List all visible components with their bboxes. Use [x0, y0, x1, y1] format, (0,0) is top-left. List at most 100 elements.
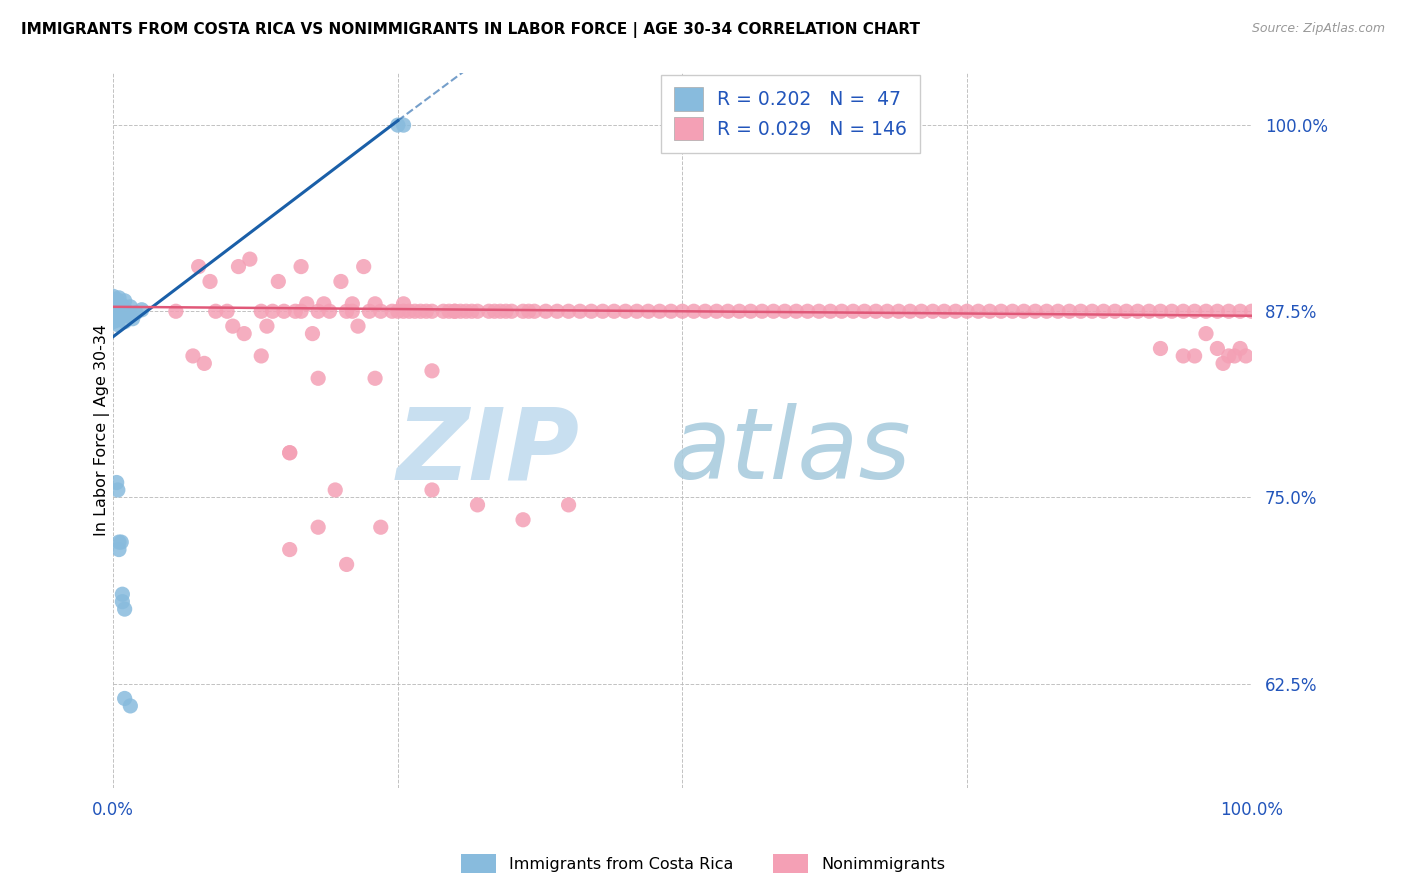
Point — [110, 300, 132, 314]
Point — [659, 304, 682, 318]
Point — [290, 304, 312, 318]
Point — [517, 304, 540, 318]
Point — [105, 313, 128, 327]
Point — [114, 602, 136, 616]
Point — [108, 535, 131, 549]
Point — [568, 304, 591, 318]
Point — [103, 293, 125, 308]
Point — [273, 304, 295, 318]
Point — [370, 304, 392, 318]
Point — [603, 304, 626, 318]
Point — [198, 275, 221, 289]
Point — [1047, 304, 1070, 318]
Point — [1115, 304, 1137, 318]
Point — [120, 300, 142, 314]
Point — [105, 301, 128, 316]
Point — [103, 297, 125, 311]
Point — [278, 446, 301, 460]
Point — [484, 304, 506, 318]
Point — [165, 304, 187, 318]
Point — [785, 304, 807, 318]
Point — [467, 304, 489, 318]
Point — [228, 260, 250, 274]
Point — [105, 293, 128, 307]
Point — [1149, 342, 1171, 356]
Point — [956, 304, 979, 318]
Point — [706, 304, 728, 318]
Point — [1229, 342, 1251, 356]
Point — [312, 297, 335, 311]
Point — [557, 304, 579, 318]
Point — [103, 289, 125, 303]
Point — [222, 319, 245, 334]
Point — [398, 304, 420, 318]
Point — [489, 304, 512, 318]
Point — [682, 304, 704, 318]
Point — [461, 304, 484, 318]
Point — [284, 304, 307, 318]
Point — [1234, 349, 1257, 363]
Point — [301, 326, 323, 341]
Point — [1070, 304, 1092, 318]
Text: Source: ZipAtlas.com: Source: ZipAtlas.com — [1251, 22, 1385, 36]
Point — [1104, 304, 1126, 318]
Point — [347, 319, 370, 334]
Point — [409, 304, 432, 318]
Point — [115, 304, 138, 318]
Point — [392, 304, 415, 318]
Point — [773, 304, 796, 318]
Point — [336, 304, 359, 318]
Point — [1001, 304, 1024, 318]
Point — [807, 304, 830, 318]
Point — [1173, 349, 1195, 363]
Point — [250, 349, 273, 363]
Point — [695, 304, 717, 318]
Point — [108, 291, 131, 305]
Point — [1218, 304, 1240, 318]
Point — [740, 304, 762, 318]
Point — [108, 309, 131, 323]
Point — [117, 309, 139, 323]
Point — [762, 304, 785, 318]
Point — [934, 304, 956, 318]
Point — [467, 498, 489, 512]
Point — [1184, 349, 1206, 363]
Point — [921, 304, 943, 318]
Point — [443, 304, 465, 318]
Point — [842, 304, 865, 318]
Point — [637, 304, 659, 318]
Point — [121, 311, 143, 326]
Point — [111, 587, 134, 601]
Text: IMMIGRANTS FROM COSTA RICA VS NONIMMIGRANTS IN LABOR FORCE | AGE 30-34 CORRELATI: IMMIGRANTS FROM COSTA RICA VS NONIMMIGRA… — [21, 22, 920, 38]
Point — [103, 310, 125, 325]
Point — [103, 300, 125, 314]
Point — [307, 304, 329, 318]
Point — [979, 304, 1001, 318]
Point — [557, 498, 579, 512]
Point — [945, 304, 967, 318]
Point — [267, 275, 290, 289]
Point — [108, 542, 131, 557]
Point — [359, 304, 381, 318]
Point — [108, 311, 131, 326]
Point — [112, 301, 135, 316]
Point — [478, 304, 501, 318]
Point — [329, 275, 352, 289]
Point — [103, 304, 125, 318]
Point — [512, 513, 534, 527]
Point — [217, 304, 239, 318]
Point — [307, 520, 329, 534]
Point — [108, 302, 131, 317]
Point — [114, 691, 136, 706]
Point — [181, 349, 204, 363]
Point — [1024, 304, 1046, 318]
Point — [370, 520, 392, 534]
Point — [105, 475, 128, 490]
Point — [342, 304, 364, 318]
Point — [120, 698, 142, 713]
Point — [1126, 304, 1149, 318]
Point — [1218, 349, 1240, 363]
Point — [614, 304, 637, 318]
Point — [1195, 304, 1218, 318]
Point — [820, 304, 842, 318]
